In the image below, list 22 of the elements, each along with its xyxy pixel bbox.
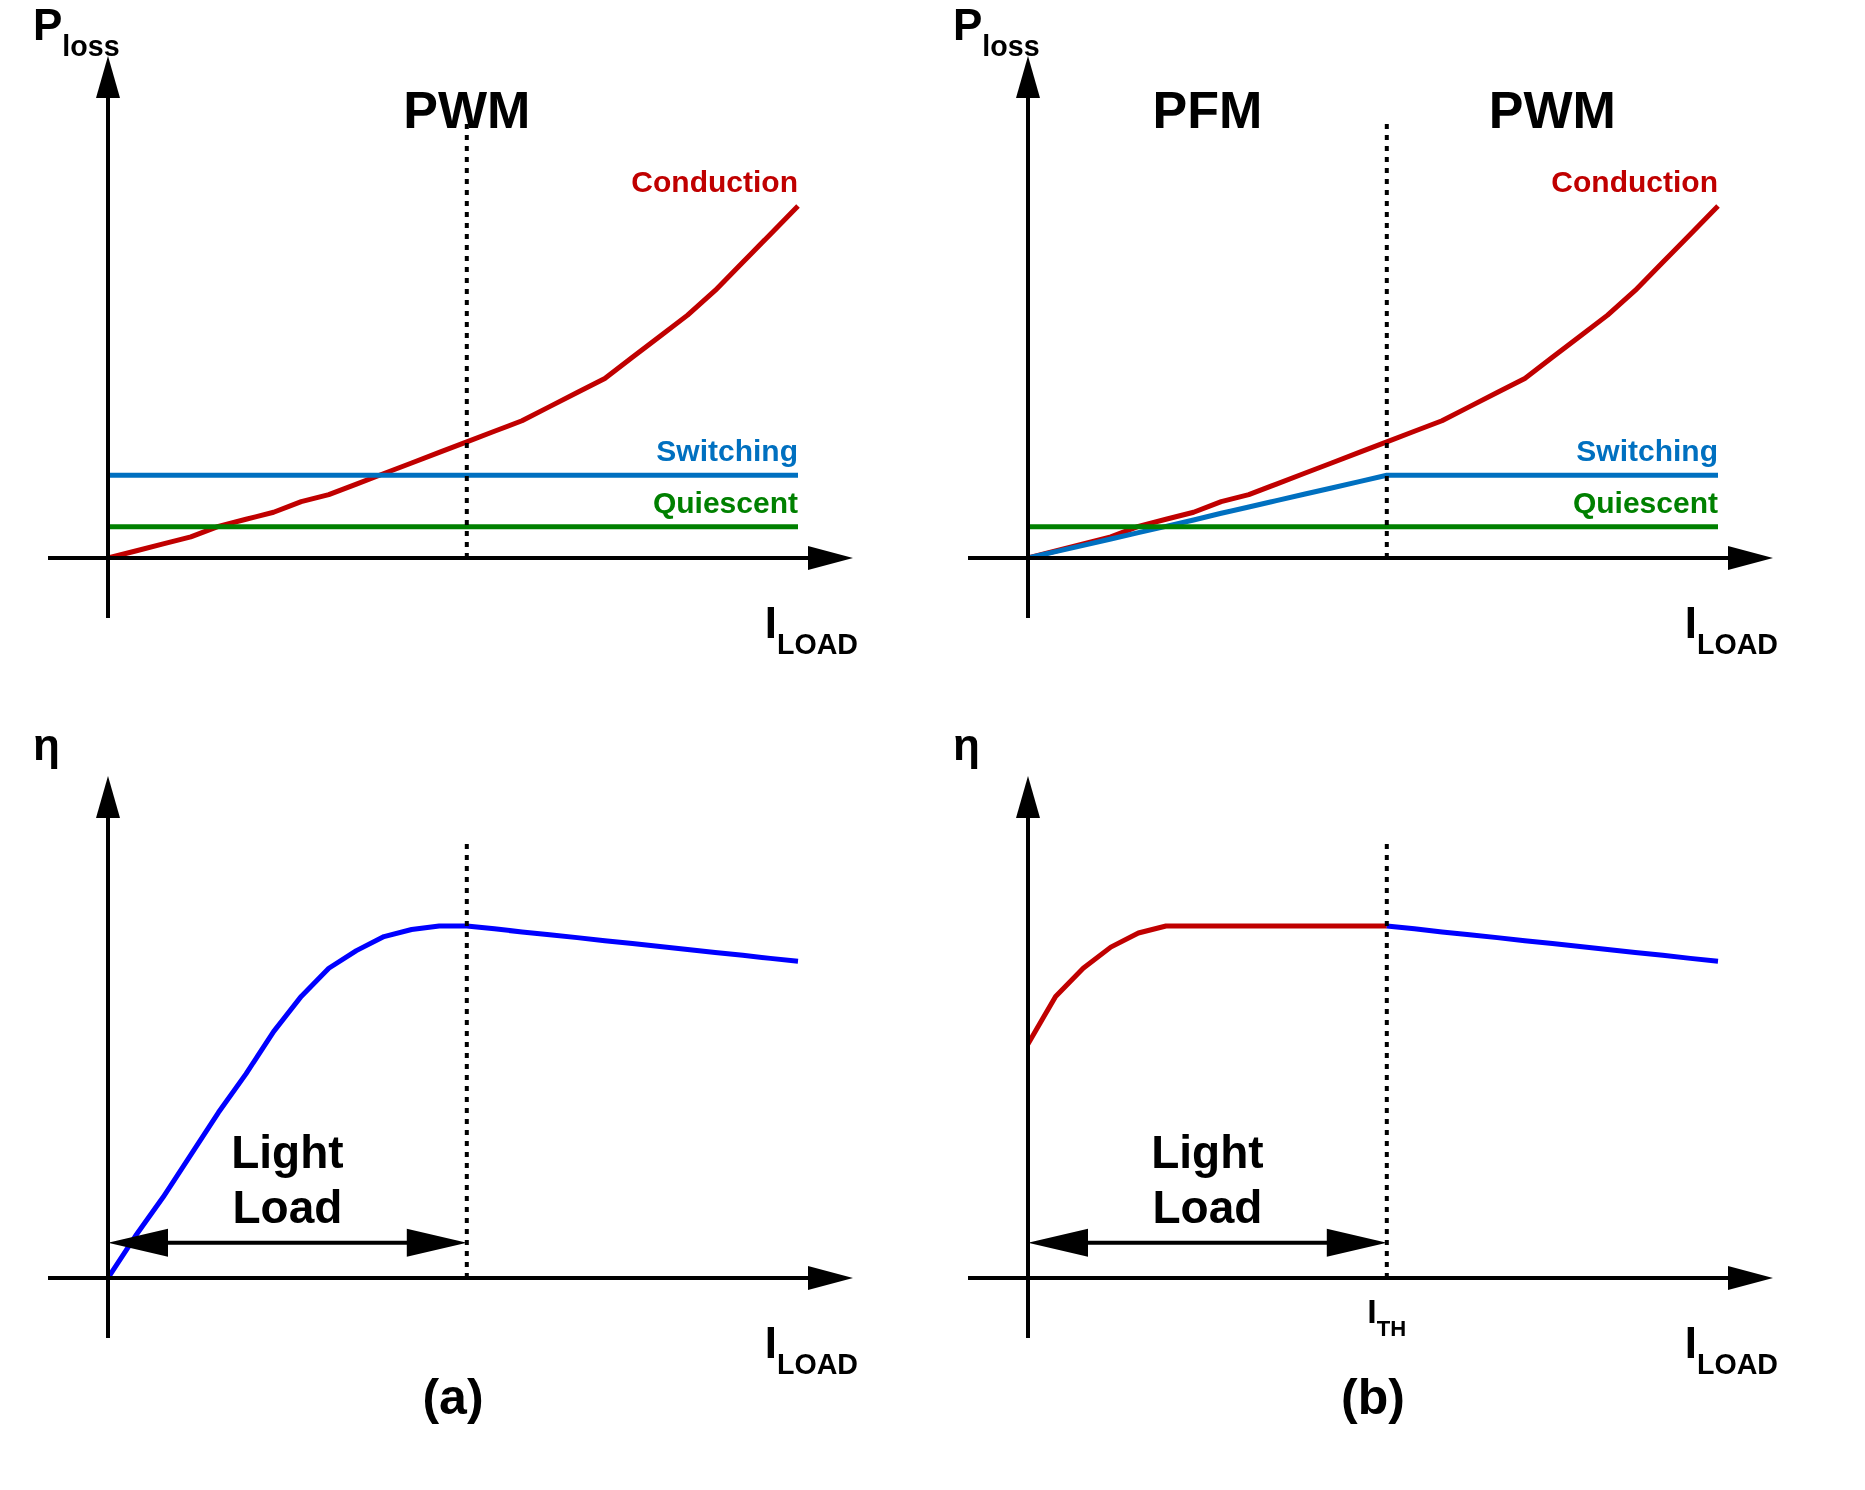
x-axis-title: I$_{LOAD}$	[764, 1318, 858, 1380]
text: PWM	[1488, 81, 1616, 139]
series-label: Conduction	[631, 165, 798, 198]
annotation: Light Load	[231, 1125, 344, 1233]
y-axis-title: η	[33, 720, 60, 769]
text: PFM	[1152, 81, 1263, 139]
x-axis-title: I$_{LOAD}$	[764, 598, 858, 660]
y-axis-title: P$_{loss}$	[33, 0, 120, 62]
text: I$_{TH}$	[1367, 1292, 1407, 1341]
text: (b)	[1341, 1369, 1405, 1425]
series-label: Switching	[656, 434, 798, 468]
x-axis-title: I$_{LOAD}$	[1684, 1318, 1778, 1380]
series-label: Switching	[1576, 434, 1718, 468]
y-axis-title: η	[953, 720, 980, 769]
y-axis-title: P$_{loss}$	[953, 0, 1040, 62]
series-label: Conduction	[1551, 165, 1718, 198]
series-label: Quiescent	[1572, 485, 1718, 519]
x-axis-title: I$_{LOAD}$	[1684, 598, 1778, 660]
annotation: Light Load	[1151, 1125, 1264, 1233]
text: PWM	[403, 81, 531, 139]
text: (a)	[422, 1369, 484, 1425]
series-label: Quiescent	[652, 485, 798, 519]
